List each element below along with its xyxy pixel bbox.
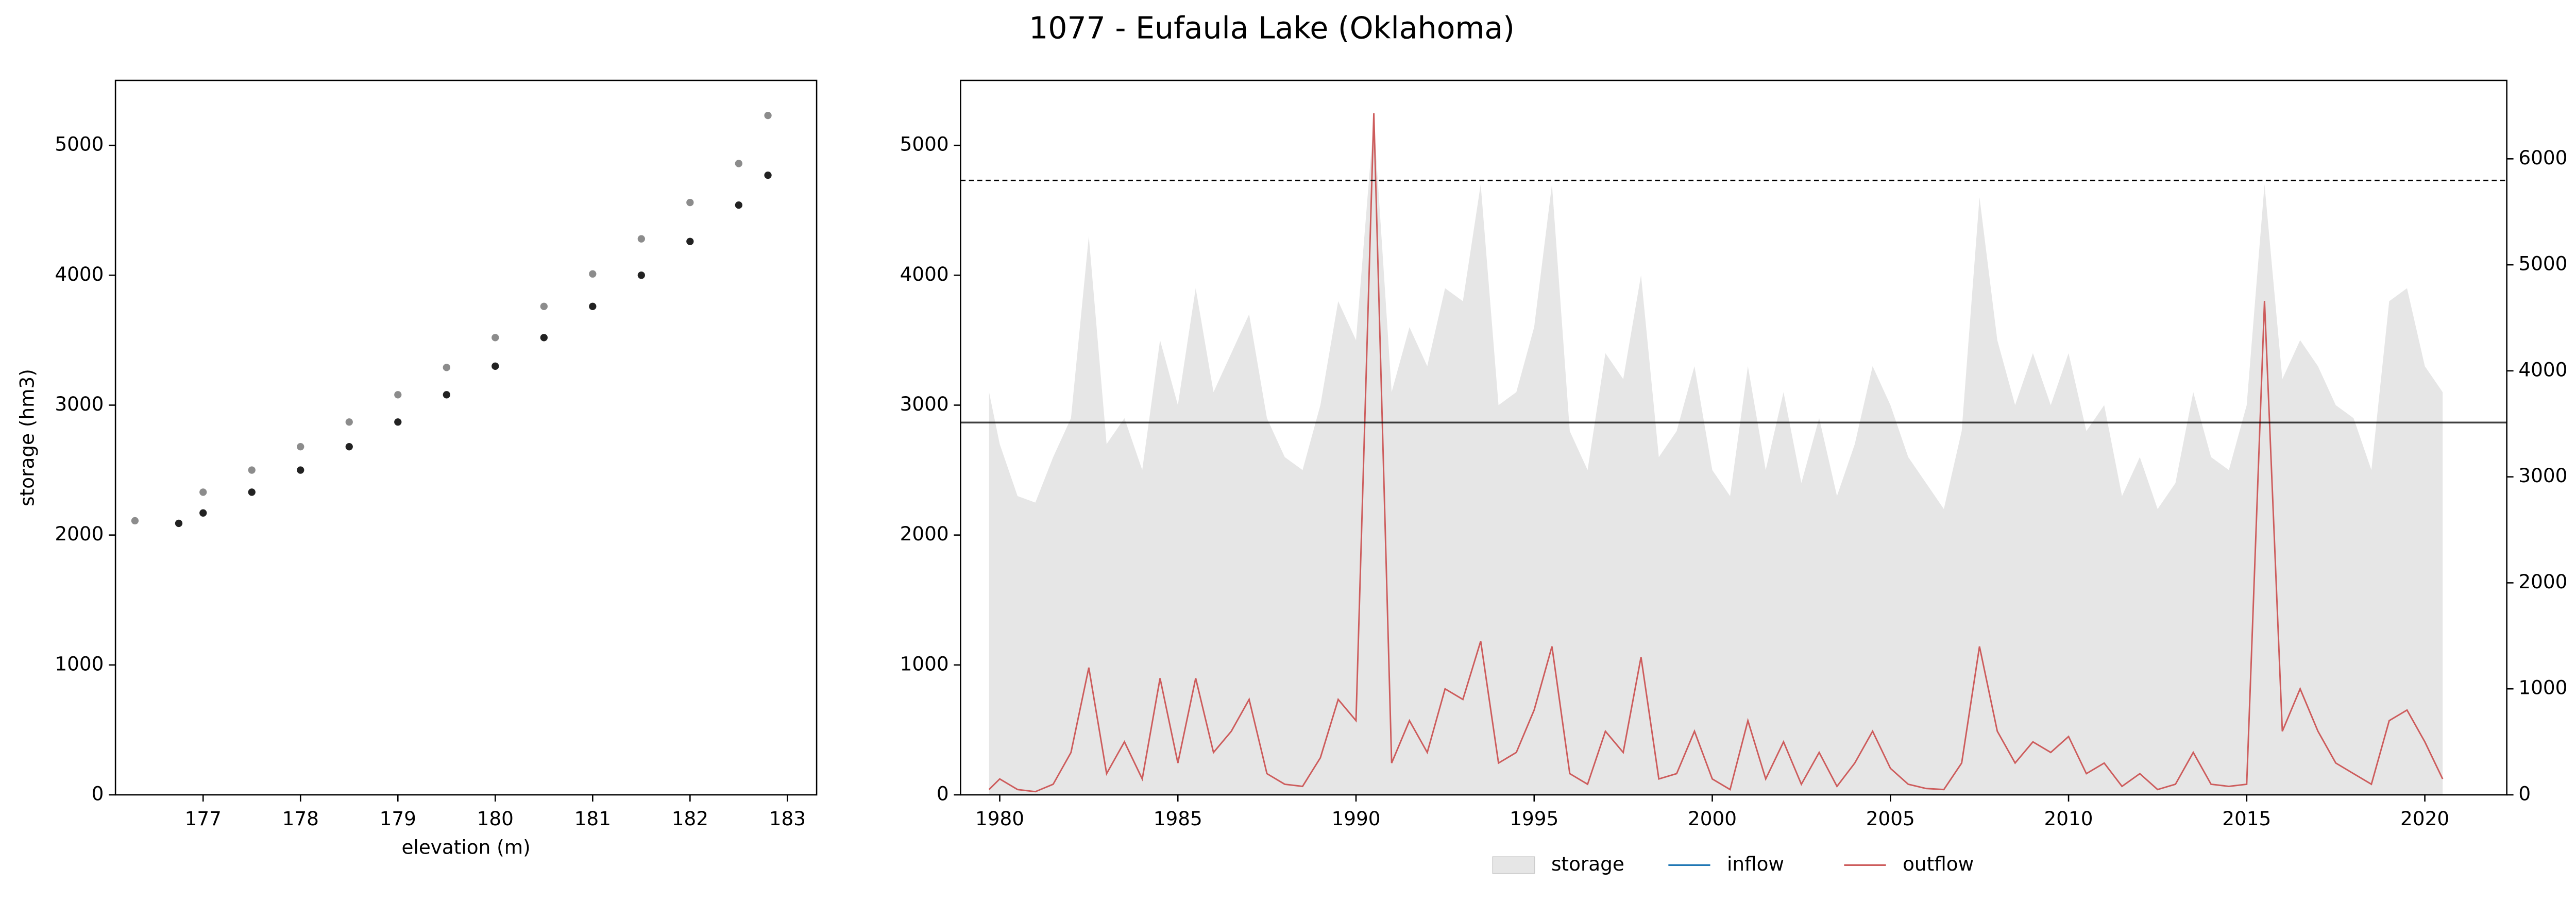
x-tick-label: 177 (185, 807, 222, 830)
point (735, 201, 742, 209)
y2-tick-label: 4000 (2518, 358, 2567, 381)
point (443, 364, 450, 371)
x-tick-label: 179 (380, 807, 416, 830)
y2-tick-label: 2000 (2518, 570, 2567, 593)
y-tick-label: 1000 (55, 652, 104, 675)
point (131, 517, 139, 525)
y-tick-label: 4000 (55, 263, 104, 285)
y-tick-label: 5000 (900, 133, 949, 156)
y-tick-label: 3000 (55, 393, 104, 415)
point (345, 443, 353, 451)
y-tick-label: 0 (92, 782, 104, 805)
point (199, 509, 207, 517)
y-tick-label: 3000 (900, 393, 949, 415)
y2-tick-label: 0 (2518, 782, 2531, 805)
point (394, 391, 402, 399)
x-tick-label: 1985 (1154, 807, 1202, 830)
point (686, 198, 694, 207)
legend-label: outflow (1903, 853, 1974, 875)
line (988, 113, 2444, 793)
y-tick-label: 1000 (900, 652, 949, 675)
y2-tick-label: 1000 (2518, 676, 2567, 699)
x-tick-label: 2005 (1866, 807, 1915, 830)
point (394, 418, 402, 426)
y-tick-label: 2000 (55, 522, 104, 545)
y2-tick-label: 3000 (2518, 464, 2567, 487)
point (589, 302, 597, 310)
point (492, 334, 499, 342)
plot-frame (960, 79, 2507, 796)
point (540, 334, 548, 342)
figure-title: 1077 - Eufaula Lake (Oklahoma) (1029, 11, 1515, 46)
legend: storage inflow outflow (1492, 853, 1974, 875)
x-tick-label: 2015 (2222, 807, 2271, 830)
y-tick-label: 5000 (55, 133, 104, 156)
point (248, 466, 256, 474)
x-tick-label: 183 (769, 807, 806, 830)
point (686, 237, 694, 245)
x-tick-label: 180 (477, 807, 514, 830)
point (540, 302, 548, 310)
x-tick-label: 1995 (1510, 807, 1558, 830)
y-tick-label: 0 (937, 782, 949, 805)
y2-tick-label: 6000 (2518, 146, 2567, 169)
y-axis-label: storage (hm3) (16, 369, 39, 506)
x-tick-label: 2020 (2400, 807, 2449, 830)
point (443, 391, 450, 399)
y-tick-label: 2000 (900, 522, 949, 545)
x-tick-label: 2010 (2044, 807, 2093, 830)
point (637, 235, 645, 243)
x-tick-label: 182 (672, 807, 708, 830)
x-tick-label: 178 (282, 807, 319, 830)
point (637, 271, 645, 279)
y2-tick-label: 5000 (2518, 252, 2567, 275)
point (297, 466, 304, 474)
x-tick-label: 1980 (975, 807, 1024, 830)
x-tick-label: 1990 (1331, 807, 1380, 830)
point (764, 111, 772, 120)
legend-swatch (1492, 856, 1535, 874)
point (345, 418, 353, 426)
x-tick-label: 2000 (1688, 807, 1737, 830)
legend-label: inflow (1727, 853, 1784, 875)
point (297, 443, 304, 451)
x-tick-label: 181 (574, 807, 611, 830)
point (248, 488, 256, 496)
y-tick-label: 4000 (900, 263, 949, 285)
area (989, 119, 2443, 795)
point (492, 362, 499, 370)
legend-label: storage (1551, 853, 1624, 875)
plot-frame (114, 79, 818, 796)
point (764, 171, 772, 179)
point (589, 270, 597, 278)
point (199, 488, 207, 496)
x-axis-label: elevation (m) (401, 836, 530, 858)
point (735, 160, 742, 167)
point (175, 519, 183, 527)
